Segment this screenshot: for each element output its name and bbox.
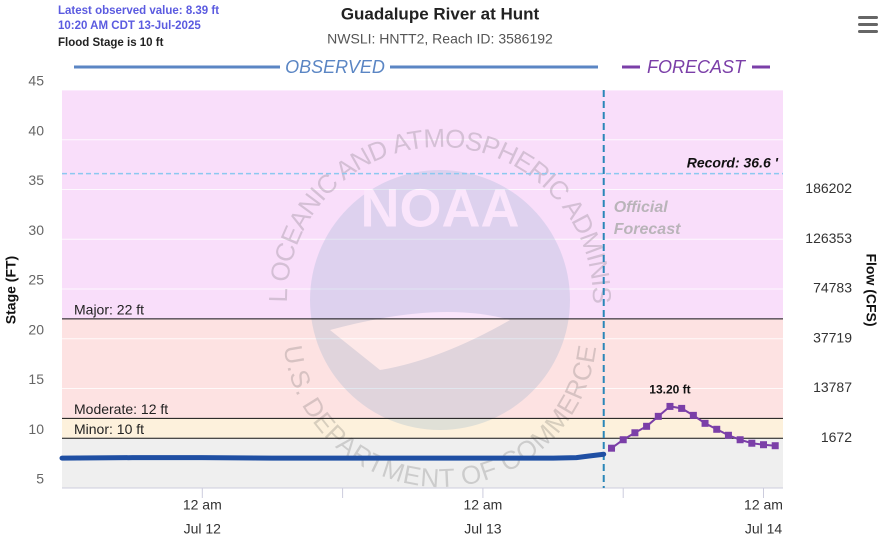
- forecast-point: [666, 402, 674, 410]
- menu-bar[interactable]: [858, 30, 878, 33]
- forecast-point: [736, 436, 744, 444]
- logo-text: NOAA: [361, 178, 520, 238]
- y2-tick-label: 186202: [805, 180, 852, 196]
- official-forecast: Official: [614, 199, 669, 216]
- flood-stage: Flood Stage is 10 ft: [58, 37, 164, 49]
- forecast-point: [713, 425, 721, 433]
- y-tick-label: 30: [28, 222, 44, 238]
- forecast-point: [701, 419, 709, 427]
- flood-label: Moderate: 12 ft: [74, 401, 168, 417]
- y2-axis-label: Flow (CFS): [863, 253, 879, 326]
- value-label: 13.20 ft: [649, 383, 690, 397]
- x-tick-label: Jul 13: [464, 521, 502, 537]
- y-tick-label: 45: [28, 73, 44, 89]
- forecast-point: [608, 444, 616, 452]
- y-tick-label: 15: [28, 371, 44, 387]
- forecast-point: [619, 436, 627, 444]
- flood-band: [62, 90, 783, 319]
- x-tick-label: 12 am: [744, 497, 783, 513]
- menu-bar[interactable]: [858, 23, 878, 26]
- latest-time: 10:20 AM CDT 13-Jul-2025: [58, 20, 201, 32]
- forecast-point: [771, 442, 779, 450]
- y-tick-label: 40: [28, 122, 44, 138]
- chart-title: Guadalupe River at Hunt: [341, 4, 540, 23]
- forecast-point: [631, 429, 639, 437]
- x-tick-label: Jul 12: [184, 521, 222, 537]
- overlay: 5 10 15 20 25 30 35 40 45 1672 13787 37719 74783 1263…: [28, 73, 852, 537]
- y2-tick-label: 74783: [813, 280, 852, 296]
- x-tick-label: Jul 14: [745, 521, 783, 537]
- forecast-point: [643, 422, 651, 430]
- y2-tick-label: 126353: [805, 230, 852, 246]
- y-tick-label: 35: [28, 172, 44, 188]
- forecast-label: FORECAST: [647, 57, 747, 77]
- forecast-point: [654, 412, 662, 420]
- flood-band: [62, 318, 783, 419]
- flood-label: Minor: 10 ft: [74, 421, 144, 437]
- logo-bird: [330, 312, 510, 370]
- y-tick-label: 25: [28, 272, 44, 288]
- y-tick-label: 10: [28, 421, 44, 437]
- y-axis-label: Stage (FT): [3, 256, 19, 324]
- observed-label: OBSERVED: [285, 57, 385, 77]
- forecast-point: [678, 404, 686, 412]
- y-tick-label: 5: [36, 471, 44, 487]
- y2-tick-label: 13787: [813, 379, 852, 395]
- latest-value: Latest observed value: 8.39 ft: [58, 5, 219, 17]
- flood-label: Major: 22 ft: [74, 302, 144, 318]
- y-tick-label: 20: [28, 321, 44, 337]
- record-label: Record: 36.6 ': [687, 154, 779, 170]
- menu-button[interactable]: [858, 16, 878, 33]
- logo-circle: [310, 170, 570, 430]
- y2-tick-label: 37719: [813, 329, 852, 345]
- band-below: [62, 438, 783, 488]
- menu-bar[interactable]: [858, 16, 878, 19]
- chart-subtitle: NWSLI: HNTT2, Reach ID: 3586192: [327, 31, 553, 47]
- forecast-point: [724, 431, 732, 439]
- forecast-point: [748, 439, 756, 447]
- x-tick-label: 12 am: [463, 497, 502, 513]
- official-forecast: Forecast: [614, 221, 681, 238]
- x-tick-label: 12 am: [183, 497, 222, 513]
- y2-tick-label: 1672: [821, 429, 852, 445]
- forecast-point: [760, 441, 768, 449]
- forecast-point: [689, 411, 697, 419]
- series-line: [59, 451, 607, 461]
